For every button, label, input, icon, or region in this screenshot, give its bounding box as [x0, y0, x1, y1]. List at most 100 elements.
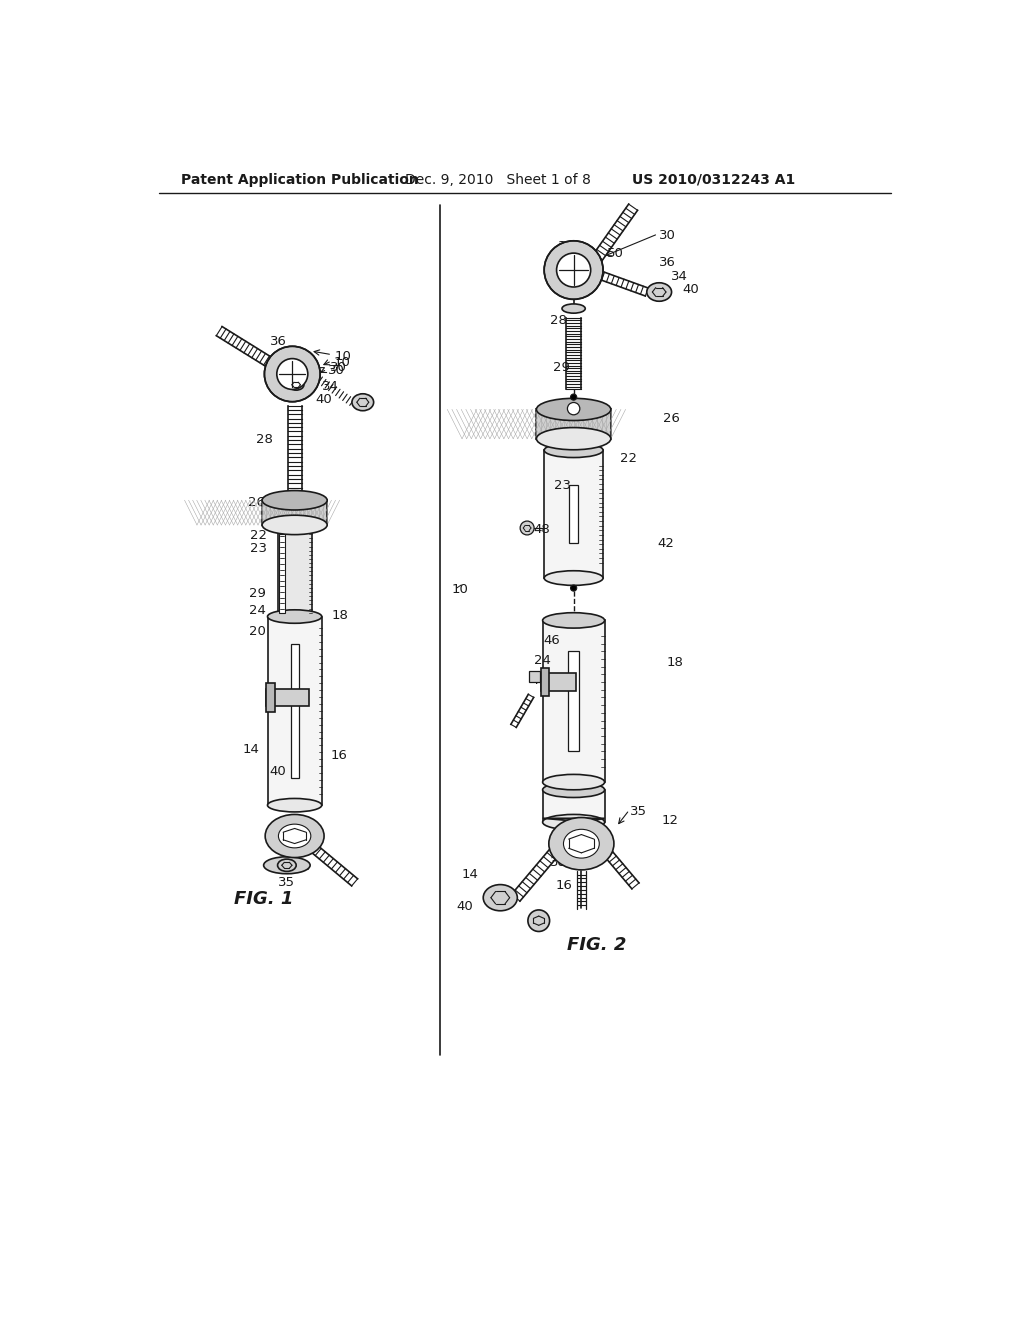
- Text: 44: 44: [530, 675, 547, 686]
- Text: 32: 32: [280, 355, 297, 368]
- Bar: [544, 450, 603, 578]
- Ellipse shape: [537, 428, 611, 450]
- Bar: [568, 651, 579, 751]
- Ellipse shape: [537, 399, 611, 421]
- Ellipse shape: [483, 884, 517, 911]
- Circle shape: [264, 346, 321, 401]
- Text: 34: 34: [671, 269, 687, 282]
- Text: 28: 28: [550, 314, 567, 326]
- Ellipse shape: [262, 491, 328, 510]
- Text: 36: 36: [658, 256, 676, 269]
- Text: 10: 10: [314, 350, 352, 363]
- Text: 12: 12: [293, 861, 310, 874]
- Text: 29: 29: [249, 587, 266, 601]
- Bar: [528, 671, 540, 682]
- Text: 40: 40: [457, 900, 473, 913]
- Circle shape: [570, 585, 577, 591]
- Text: 35: 35: [279, 875, 295, 888]
- Ellipse shape: [543, 781, 604, 797]
- Text: 30: 30: [658, 228, 676, 242]
- Text: Dec. 9, 2010   Sheet 1 of 8: Dec. 9, 2010 Sheet 1 of 8: [406, 173, 591, 187]
- Text: 38: 38: [550, 855, 566, 869]
- Ellipse shape: [262, 515, 328, 535]
- Bar: [291, 644, 299, 779]
- Ellipse shape: [267, 610, 322, 623]
- Circle shape: [520, 521, 535, 535]
- Text: 20: 20: [249, 624, 266, 638]
- Text: 16: 16: [556, 879, 572, 892]
- Ellipse shape: [267, 799, 322, 812]
- Text: 23: 23: [554, 479, 571, 492]
- Text: 22: 22: [621, 453, 637, 465]
- Text: 22: 22: [251, 529, 267, 543]
- Circle shape: [570, 395, 577, 400]
- Ellipse shape: [647, 282, 672, 301]
- Bar: [543, 620, 604, 781]
- Ellipse shape: [279, 824, 311, 847]
- Text: 18: 18: [667, 656, 683, 669]
- Ellipse shape: [549, 817, 614, 870]
- Bar: [262, 500, 328, 525]
- Text: 24: 24: [249, 603, 266, 616]
- Text: 34: 34: [322, 380, 339, 393]
- Text: 10: 10: [452, 583, 469, 597]
- Text: 28: 28: [256, 433, 272, 446]
- Text: 40: 40: [315, 393, 333, 407]
- Text: 26: 26: [663, 412, 680, 425]
- Text: 16: 16: [331, 748, 348, 762]
- Text: FIG. 1: FIG. 1: [233, 890, 293, 908]
- Text: 14: 14: [243, 743, 259, 756]
- Bar: [541, 668, 549, 696]
- Text: FIG. 2: FIG. 2: [567, 936, 627, 954]
- Ellipse shape: [544, 570, 603, 585]
- Text: 23: 23: [251, 541, 267, 554]
- Circle shape: [567, 403, 580, 414]
- Bar: [543, 789, 604, 822]
- Circle shape: [544, 240, 603, 300]
- Ellipse shape: [543, 775, 604, 789]
- Ellipse shape: [283, 378, 310, 388]
- Ellipse shape: [278, 859, 296, 871]
- Text: US 2010/0312243 A1: US 2010/0312243 A1: [632, 173, 795, 187]
- Text: 48: 48: [534, 523, 550, 536]
- Bar: [541, 673, 575, 692]
- Bar: [278, 527, 311, 620]
- Text: 40: 40: [270, 764, 287, 777]
- Ellipse shape: [563, 829, 599, 858]
- Circle shape: [557, 253, 591, 286]
- Text: 24: 24: [535, 653, 551, 667]
- Text: 36: 36: [270, 335, 287, 348]
- Ellipse shape: [543, 814, 604, 830]
- Text: 26: 26: [248, 496, 265, 510]
- Text: 46: 46: [544, 634, 560, 647]
- Circle shape: [528, 909, 550, 932]
- Text: 30: 30: [310, 360, 346, 374]
- Text: 30: 30: [328, 364, 345, 378]
- Ellipse shape: [289, 379, 304, 391]
- Ellipse shape: [543, 612, 604, 628]
- Text: 42: 42: [657, 537, 674, 550]
- Text: 40: 40: [682, 282, 698, 296]
- Text: 35: 35: [630, 805, 647, 818]
- Bar: [267, 616, 322, 805]
- Text: Patent Application Publication: Patent Application Publication: [180, 173, 419, 187]
- Bar: [569, 484, 579, 544]
- Polygon shape: [543, 818, 604, 821]
- Bar: [537, 409, 611, 438]
- Bar: [280, 535, 286, 612]
- Text: 14: 14: [461, 869, 478, 880]
- Text: 10: 10: [334, 356, 350, 370]
- Ellipse shape: [278, 523, 311, 531]
- Bar: [266, 682, 275, 711]
- Text: 29: 29: [553, 362, 569, 375]
- Text: 12: 12: [662, 814, 678, 828]
- Bar: [266, 689, 308, 706]
- Text: 50: 50: [607, 247, 624, 260]
- Circle shape: [276, 359, 308, 389]
- Ellipse shape: [265, 814, 324, 858]
- Ellipse shape: [263, 857, 310, 874]
- Ellipse shape: [562, 304, 586, 313]
- Ellipse shape: [544, 444, 603, 458]
- Text: 32: 32: [558, 240, 575, 253]
- Text: 18: 18: [332, 610, 349, 622]
